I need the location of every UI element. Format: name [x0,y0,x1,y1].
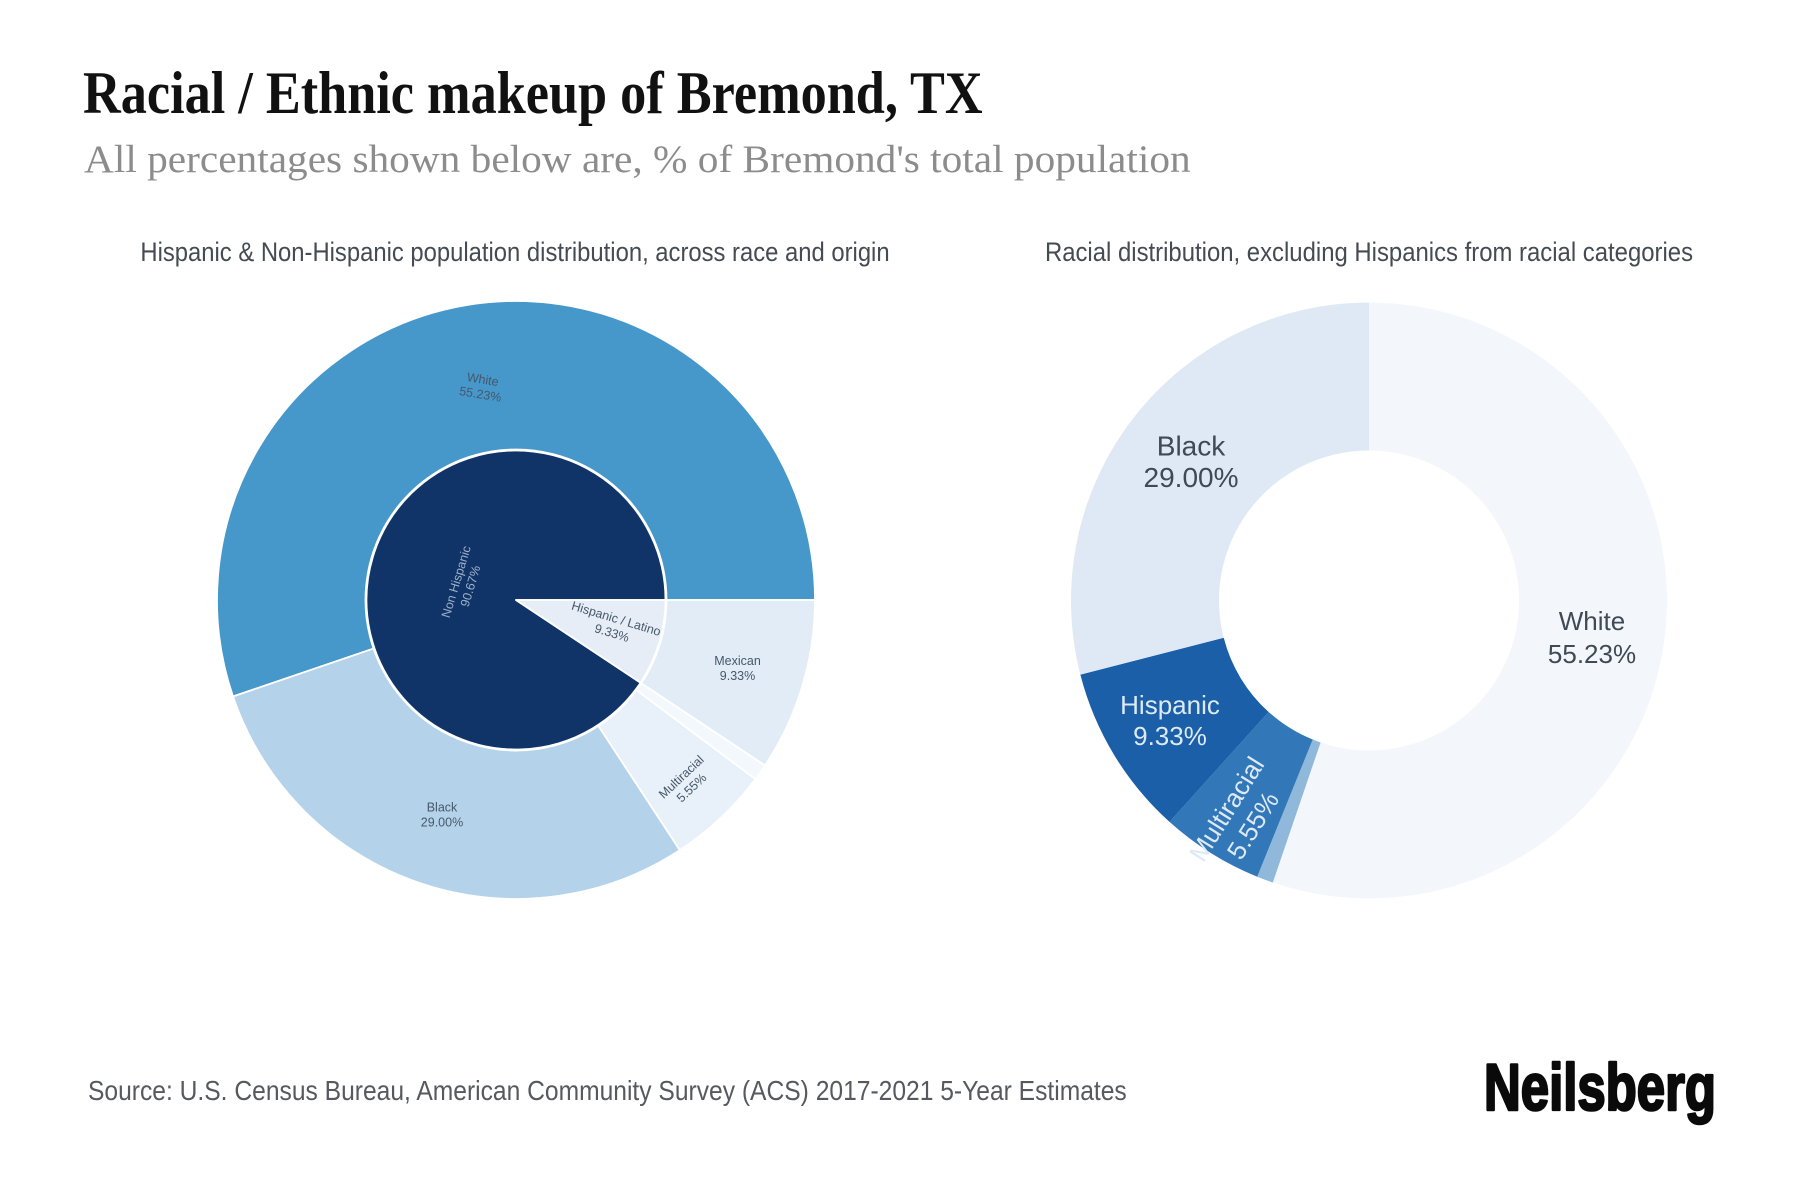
svg-text:White55.23%: White55.23% [458,369,505,405]
svg-text:Hispanic9.33%: Hispanic 9.33% [1120,690,1220,751]
svg-text:Neilsberg: Neilsberg [1484,1050,1716,1124]
svg-text:White55.23%: White55.23% [1548,606,1636,669]
